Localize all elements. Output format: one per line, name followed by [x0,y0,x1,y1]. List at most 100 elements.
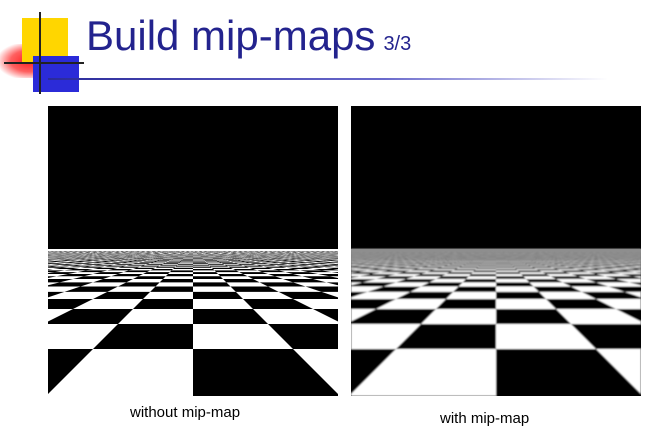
figure-without-mipmap [48,106,338,396]
checker-tile [221,263,238,264]
checker-tile [193,276,223,279]
checker-tile [287,264,310,266]
checker-tile [300,270,332,273]
checker-tile [318,274,338,277]
checker-tile [111,274,143,277]
checker-tile [243,299,313,309]
checker-tile [249,267,273,269]
checker-tile [271,262,289,263]
logo-vertical-line [39,12,41,94]
checker-tile [288,262,308,264]
checker-tile [323,262,338,263]
checker-tile [133,263,151,264]
checker-tile [93,262,112,264]
checker-tile [68,261,85,262]
checker-tile [285,272,318,274]
checker-tile [173,267,193,269]
checker-tile [247,276,283,279]
checker-tile [133,267,156,269]
checker-tile [64,286,118,292]
checker-tile [261,262,279,264]
checker-tile [73,263,93,264]
checker-tile [259,282,306,287]
checker-tile [48,261,61,262]
checker-tile [165,274,193,277]
checker-tile [177,264,193,265]
checker-tile [48,272,78,274]
checker-tile [48,299,93,309]
checker-tile [168,261,181,262]
checker-tile [309,265,335,267]
checker-tile [93,272,124,274]
checker-tile [126,264,146,266]
checker-tile [298,266,325,268]
checker-tile [64,269,93,271]
checker-tile [82,264,103,265]
checker-tile [77,270,108,273]
checker-tile [93,261,109,262]
checker-tile [48,279,73,283]
checker-tile [93,279,133,283]
checker-tile [48,291,65,298]
checker-tile [219,262,234,263]
checker-tile [75,261,93,263]
checker-tile [193,291,243,299]
checker-tile [118,261,133,262]
checker-tile [118,266,141,268]
checker-tile [328,264,338,265]
checker-tile [313,269,338,271]
checker-tile [133,299,193,309]
checker-tile [193,282,231,287]
checker-tile [297,262,316,263]
checker-tile [53,267,81,269]
checker-tile [48,270,65,273]
checker-tile [121,262,139,264]
checker-tile [319,264,338,266]
checker-tile [313,309,338,322]
checker-tile [150,262,166,264]
checker-tile [193,272,218,274]
slide-title-text: Build mip-maps [86,12,376,59]
checker-tile [48,266,70,268]
checker-tile [56,262,76,263]
checker-tile [83,262,102,263]
checker-tile [153,261,168,263]
checker-tile [169,270,193,273]
checker-tile [165,262,180,263]
checker-tile [265,261,281,262]
checker-tile [209,265,229,267]
checker-tile [283,279,327,283]
checker-tile [205,261,220,263]
checker-tile [93,291,151,299]
checker-tile [101,261,118,263]
checker-tile [278,263,298,264]
checker-tile [289,261,306,262]
checker-tile [208,264,225,265]
checker-tile [217,261,231,262]
checker-tile [214,270,240,273]
checker-tile [224,264,243,266]
checker-tile [59,264,83,266]
checker-tile [193,262,207,263]
checker-tile [127,261,143,263]
checker-tile [326,282,338,286]
checker-tile [118,282,160,287]
checker-tile [193,349,338,396]
checker-tile [193,261,206,262]
checker-tile [313,261,331,262]
checker-tile [273,269,301,271]
checker-tile [104,265,127,267]
checker-tile [140,265,160,267]
checker-tile [73,276,112,279]
checker-tile [48,265,60,267]
checker-tile [193,264,210,266]
checker-tile [263,266,287,268]
checker-tile [114,264,133,265]
checker-tile [193,269,215,271]
checker-tile [80,266,105,268]
checker-tile [64,262,84,264]
checker-tile [56,274,93,277]
title-underline [48,78,608,80]
checker-tile [250,263,268,264]
slide-title: Build mip-maps 3/3 [86,12,411,60]
